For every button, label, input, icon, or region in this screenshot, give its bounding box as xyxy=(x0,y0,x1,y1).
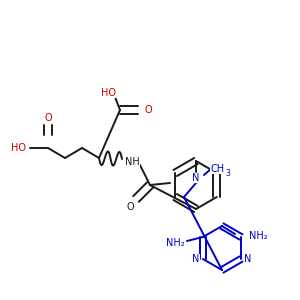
Text: O: O xyxy=(144,105,152,115)
Text: NH₂: NH₂ xyxy=(249,231,268,241)
Text: CH: CH xyxy=(211,164,225,174)
Text: NH₂: NH₂ xyxy=(166,238,184,248)
Text: NH: NH xyxy=(124,157,140,167)
Text: N: N xyxy=(244,254,252,264)
Text: N: N xyxy=(192,254,200,264)
Text: HO: HO xyxy=(11,143,26,153)
Text: HO: HO xyxy=(100,88,116,98)
Text: 3: 3 xyxy=(226,169,230,178)
Text: O: O xyxy=(44,113,52,123)
Text: N: N xyxy=(192,173,200,183)
Text: O: O xyxy=(126,202,134,212)
